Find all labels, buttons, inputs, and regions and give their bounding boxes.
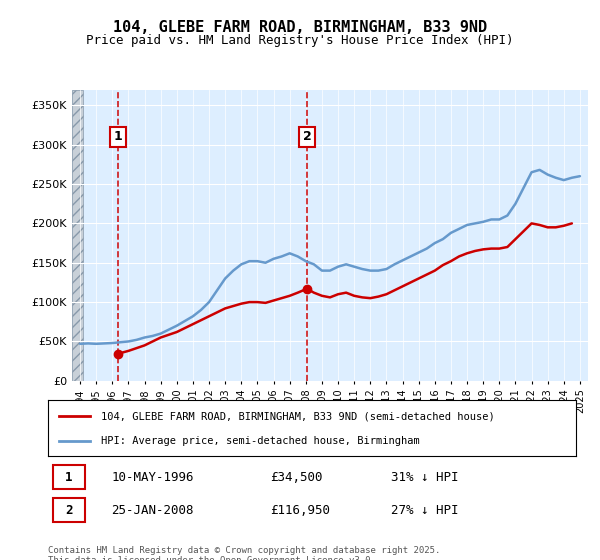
Text: 104, GLEBE FARM ROAD, BIRMINGHAM, B33 9ND (semi-detached house): 104, GLEBE FARM ROAD, BIRMINGHAM, B33 9N…: [101, 411, 494, 421]
Text: £116,950: £116,950: [270, 503, 330, 517]
Text: 27% ↓ HPI: 27% ↓ HPI: [391, 503, 459, 517]
Text: 2: 2: [302, 130, 311, 143]
Text: Price paid vs. HM Land Registry's House Price Index (HPI): Price paid vs. HM Land Registry's House …: [86, 34, 514, 46]
FancyBboxPatch shape: [53, 465, 85, 489]
Text: 1: 1: [65, 471, 73, 484]
Text: 31% ↓ HPI: 31% ↓ HPI: [391, 471, 459, 484]
Text: HPI: Average price, semi-detached house, Birmingham: HPI: Average price, semi-detached house,…: [101, 436, 419, 446]
Text: Contains HM Land Registry data © Crown copyright and database right 2025.
This d: Contains HM Land Registry data © Crown c…: [48, 546, 440, 560]
Text: 104, GLEBE FARM ROAD, BIRMINGHAM, B33 9ND: 104, GLEBE FARM ROAD, BIRMINGHAM, B33 9N…: [113, 20, 487, 35]
Text: 10-MAY-1996: 10-MAY-1996: [112, 471, 194, 484]
Bar: [72, 90, 83, 381]
Text: £34,500: £34,500: [270, 471, 322, 484]
Bar: [72, 90, 80, 381]
Text: 1: 1: [114, 130, 122, 143]
FancyBboxPatch shape: [53, 498, 85, 522]
Text: 2: 2: [65, 503, 73, 517]
Text: 25-JAN-2008: 25-JAN-2008: [112, 503, 194, 517]
